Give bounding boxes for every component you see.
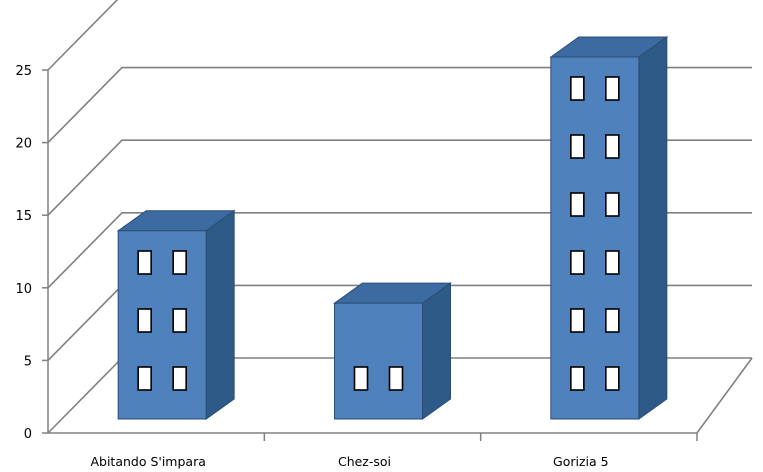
bar-front [334, 302, 423, 420]
window-icon [570, 366, 585, 391]
bar [332, 282, 453, 420]
y-tick-label: 5 [24, 354, 32, 369]
gridline [47, 139, 752, 216]
window-icon [137, 308, 152, 333]
window-icon [605, 134, 620, 159]
window-icon [605, 250, 620, 275]
gridline [47, 0, 119, 71]
x-tick-label: Chez-soi [338, 454, 391, 469]
window-icon [605, 192, 620, 217]
window-icon [570, 76, 585, 101]
window-icon [353, 366, 369, 391]
window-icon [570, 308, 585, 333]
window-icon [605, 76, 620, 101]
window-icon [570, 134, 585, 159]
axes [47, 70, 753, 441]
x-tick-label: Abitando S'impara [90, 454, 205, 469]
bar-front [550, 56, 640, 420]
bar-side [638, 36, 668, 420]
window-icon [172, 308, 187, 333]
window-icon [388, 366, 404, 391]
bar-front [117, 230, 207, 420]
window-icon [137, 250, 152, 275]
y-tick-label: 20 [15, 137, 32, 152]
window-icon [172, 366, 187, 391]
gridlines [47, 0, 752, 434]
bar [116, 209, 236, 420]
gridline [47, 212, 752, 289]
window-icon [172, 250, 187, 275]
window-icon [570, 192, 585, 217]
window-icon [570, 250, 585, 275]
y-tick-labels: 0 5 10 15 20 25 [15, 64, 48, 442]
gridline [47, 66, 752, 144]
y-tick-label: 0 [24, 427, 32, 442]
y-tick-label: 25 [15, 64, 32, 79]
y-tick-label: 15 [15, 209, 32, 224]
y-tick-label: 10 [15, 282, 32, 297]
bar [549, 36, 669, 420]
bars [116, 36, 669, 420]
window-icon [137, 366, 152, 391]
category-labels: Abitando S'impara Chez-soi Gorizia 5 [90, 454, 608, 469]
window-icon [605, 308, 620, 333]
x-tick-label: Gorizia 5 [553, 454, 609, 469]
window-icon [605, 366, 620, 391]
bar-side [205, 209, 235, 420]
bar-side [422, 282, 451, 420]
